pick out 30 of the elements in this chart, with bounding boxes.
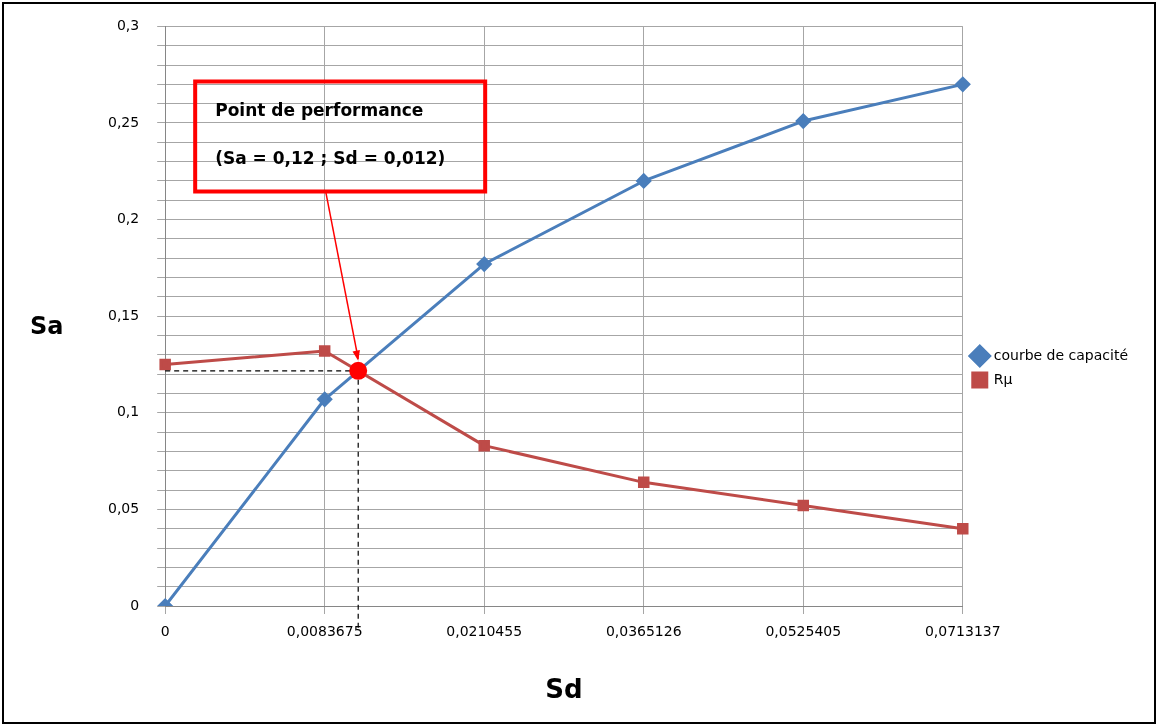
- point: [795, 113, 811, 129]
- point: [636, 173, 652, 189]
- point: [318, 345, 331, 357]
- x-tick-label: 0,0365126: [605, 623, 682, 640]
- x-tick-label: 0,0713137: [924, 623, 1001, 640]
- y-tick-label: 0,05: [108, 500, 140, 517]
- annotation: (Sa = 0,12 ; Sd = 0,012): [215, 147, 446, 168]
- point: [637, 476, 650, 489]
- y-tick-label: 0: [130, 596, 140, 613]
- x-axis-title: Sd: [545, 674, 583, 705]
- legend-label: Rμ: [993, 370, 1013, 387]
- y-tick-label: 0,25: [108, 113, 140, 130]
- point: [317, 391, 333, 407]
- x-tick-label: 0,0083675: [286, 623, 363, 640]
- x-tick-label: 0: [160, 623, 170, 640]
- point: [955, 76, 971, 92]
- point: [797, 499, 809, 512]
- point: [957, 522, 969, 535]
- x-tick-label: 0,0525405: [765, 623, 842, 640]
- y-tick-label: 0,2: [116, 210, 140, 227]
- point: [476, 256, 492, 272]
- y-tick-label: 0,15: [108, 306, 140, 323]
- point: [159, 358, 171, 371]
- annotation: Point de performance: [215, 99, 424, 120]
- x-tick-label: 0,0210455: [446, 623, 523, 640]
- y-tick-label: 0,1: [116, 403, 140, 420]
- y-tick-label: 0,3: [116, 17, 140, 34]
- point: [478, 439, 490, 452]
- y-axis-title: Sa: [30, 312, 64, 340]
- legend-label: courbe de capacité: [993, 346, 1129, 363]
